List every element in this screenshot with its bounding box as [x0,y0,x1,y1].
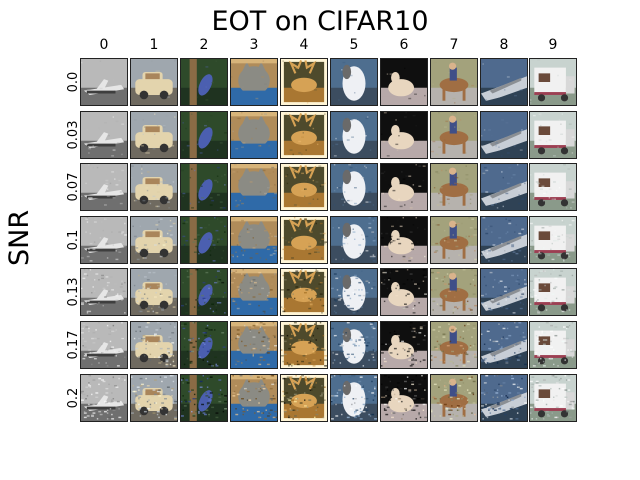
column-label: 8 [499,37,509,53]
image-tile-frog [380,374,428,422]
column-label: 1 [149,37,159,53]
image-tile-ship [480,374,528,422]
column-label: 9 [548,37,558,53]
image-tile-bird [180,374,228,422]
image-tile-deer [280,268,328,316]
image-tile-car [130,268,178,316]
column-labels: 0 1 2 3 4 5 6 7 8 9 [80,36,577,56]
column-label: 0 [99,37,109,53]
image-tile-ship [480,321,528,369]
image-tile-cat [230,111,278,159]
column-label: 5 [349,37,359,53]
image-tile-ship [480,216,528,264]
image-tile-dog [330,111,378,159]
image-tile-bird [180,58,228,106]
column-label: 4 [299,37,309,53]
image-tile-ship [480,58,528,106]
image-tile-bird [180,321,228,369]
image-tile-car [130,58,178,106]
image-tile-deer [280,216,328,264]
image-tile-horse [430,163,478,211]
y-axis-title: SNR [4,209,35,266]
image-tile-car [130,216,178,264]
image-tile-car [130,163,178,211]
image-tile-frog [380,111,428,159]
image-tile-horse [430,321,478,369]
image-tile-horse [430,58,478,106]
image-tile-truck [529,321,577,369]
image-tile-deer [280,58,328,106]
image-tile-dog [330,58,378,106]
image-tile-truck [529,163,577,211]
column-label: 6 [399,37,409,53]
image-tile-deer [280,374,328,422]
image-tile-frog [380,268,428,316]
column-label: 3 [249,37,259,53]
image-tile-airplane [80,268,128,316]
image-tile-ship [480,163,528,211]
image-tile-ship [480,111,528,159]
image-tile-horse [430,268,478,316]
image-tile-deer [280,321,328,369]
column-label: 7 [449,37,459,53]
image-tile-bird [180,163,228,211]
image-tile-cat [230,321,278,369]
image-tile-deer [280,163,328,211]
image-tile-car [130,321,178,369]
column-label: 2 [199,37,209,53]
image-grid [80,58,577,426]
image-tile-cat [230,374,278,422]
image-tile-truck [529,374,577,422]
figure-title: EOT on CIFAR10 [211,6,429,37]
image-tile-cat [230,163,278,211]
image-tile-airplane [80,374,128,422]
image-tile-airplane [80,216,128,264]
image-tile-horse [430,374,478,422]
image-tile-dog [330,216,378,264]
image-tile-truck [529,268,577,316]
image-tile-horse [430,111,478,159]
image-tile-dog [330,321,378,369]
image-tile-dog [330,374,378,422]
image-tile-truck [529,111,577,159]
image-tile-frog [380,321,428,369]
image-tile-airplane [80,321,128,369]
image-tile-bird [180,111,228,159]
image-tile-airplane [80,111,128,159]
image-tile-cat [230,58,278,106]
image-tile-ship [480,268,528,316]
image-tile-horse [430,216,478,264]
image-tile-truck [529,216,577,264]
image-tile-car [130,374,178,422]
image-tile-dog [330,268,378,316]
image-tile-bird [180,216,228,264]
image-tile-dog [330,163,378,211]
image-tile-deer [280,111,328,159]
image-tile-airplane [80,58,128,106]
image-tile-truck [529,58,577,106]
image-tile-cat [230,268,278,316]
image-tile-cat [230,216,278,264]
image-tile-frog [380,58,428,106]
image-tile-airplane [80,163,128,211]
image-tile-frog [380,216,428,264]
image-tile-bird [180,268,228,316]
image-tile-car [130,111,178,159]
image-tile-frog [380,163,428,211]
